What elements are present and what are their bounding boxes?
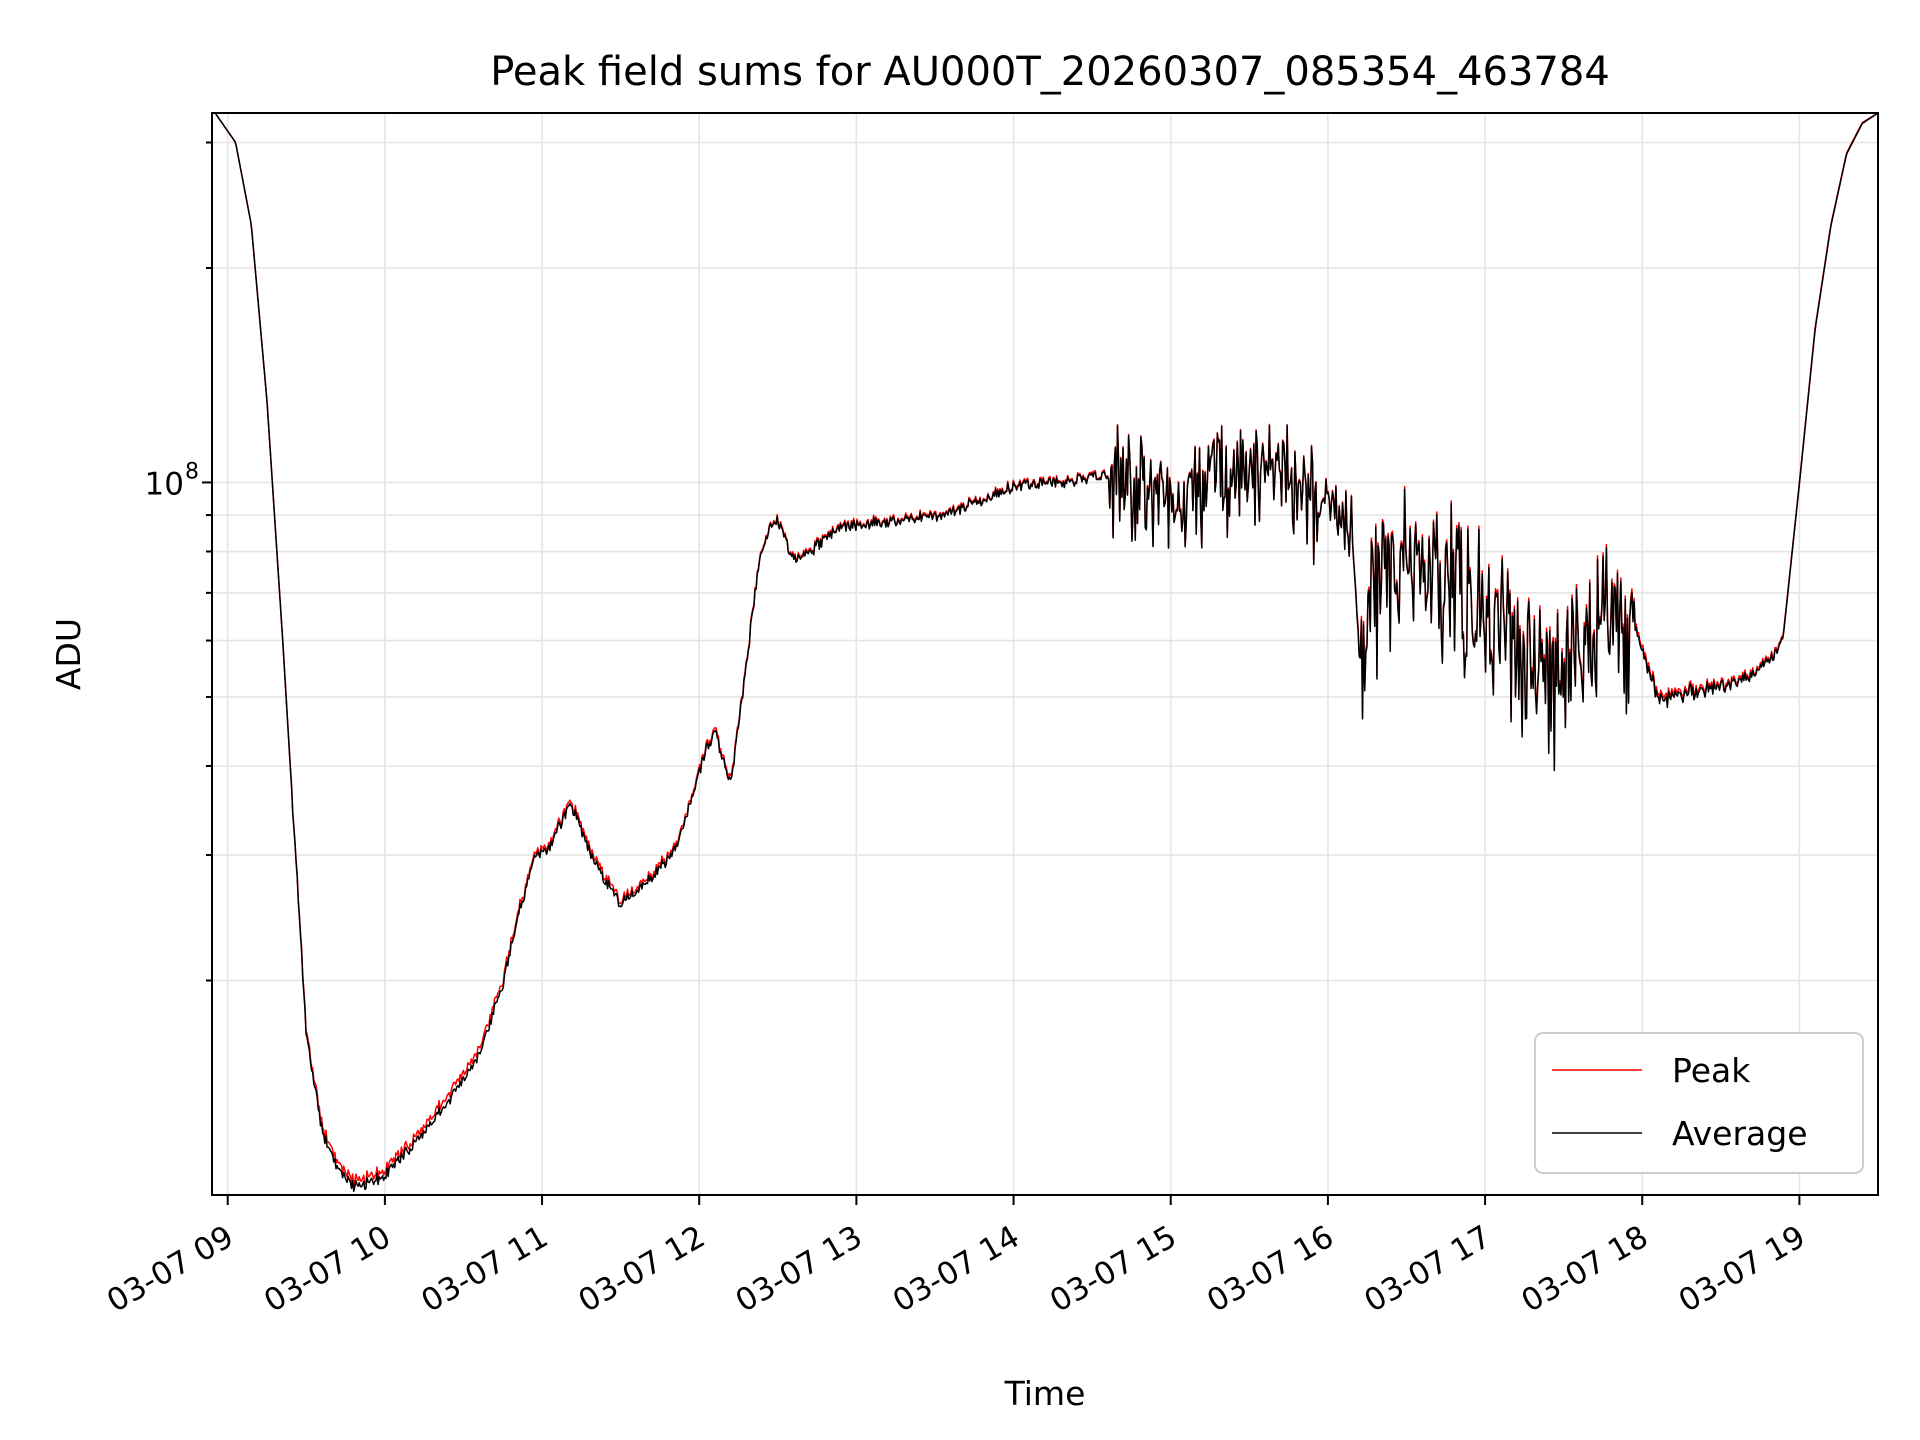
y-tick-base: 10 xyxy=(145,466,184,502)
y-axis-label: ADU xyxy=(49,618,88,690)
series-line-average xyxy=(214,113,1878,1193)
chart-title: Peak field sums for AU000T_20260307_0853… xyxy=(490,49,1610,95)
legend: Peak Average xyxy=(1534,1032,1864,1174)
x-axis-label: Time xyxy=(1004,1374,1086,1413)
y-tick-exponent: 8 xyxy=(185,459,199,484)
legend-label-average: Average xyxy=(1672,1114,1808,1153)
legend-box xyxy=(1534,1032,1864,1174)
series-layer xyxy=(214,113,1878,1193)
y-tick-label: 10 xyxy=(145,466,184,502)
plot-frame xyxy=(211,112,1879,1196)
legend-label-peak: Peak xyxy=(1672,1051,1751,1090)
